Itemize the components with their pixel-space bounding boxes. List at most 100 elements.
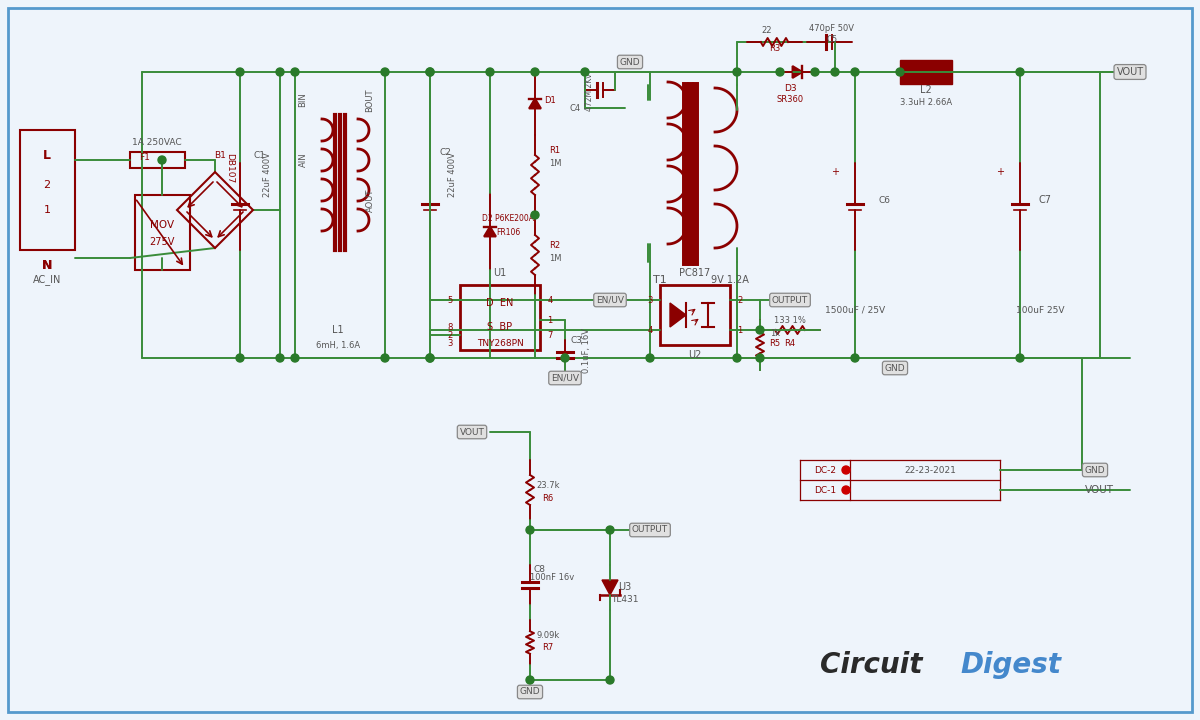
Circle shape [830, 68, 839, 76]
Text: 6mH, 1.6A: 6mH, 1.6A [316, 341, 360, 349]
Text: 470pF 50V: 470pF 50V [810, 24, 854, 32]
Circle shape [606, 526, 614, 534]
Text: U1: U1 [493, 268, 506, 278]
Text: R3: R3 [769, 44, 781, 53]
Circle shape [842, 486, 850, 494]
Text: SR360: SR360 [776, 94, 804, 104]
Text: 275V: 275V [149, 237, 175, 247]
Bar [460, 285, 540, 350]
Text: N: N [42, 258, 52, 271]
Text: EN/UV: EN/UV [596, 295, 624, 305]
Circle shape [526, 526, 534, 534]
Text: 1A 250VAC: 1A 250VAC [132, 138, 182, 146]
Text: FR106: FR106 [496, 228, 520, 236]
Circle shape [733, 68, 740, 76]
Circle shape [426, 68, 434, 76]
Circle shape [426, 68, 434, 76]
Text: C7: C7 [1038, 195, 1051, 205]
Circle shape [811, 68, 818, 76]
Circle shape [646, 354, 654, 362]
Text: 8: 8 [448, 323, 452, 331]
Polygon shape [484, 227, 496, 236]
Bar [900, 60, 952, 84]
Text: 9.09k: 9.09k [536, 631, 559, 639]
Circle shape [486, 68, 494, 76]
Circle shape [733, 354, 740, 362]
Text: OUTPUT: OUTPUT [772, 295, 808, 305]
Text: TNY268PN: TNY268PN [476, 338, 523, 348]
Text: 22: 22 [762, 25, 773, 35]
Text: R2: R2 [550, 240, 560, 250]
Text: 133 1%: 133 1% [774, 315, 806, 325]
Polygon shape [792, 66, 803, 78]
Text: 3.3uH 2.66A: 3.3uH 2.66A [900, 97, 952, 107]
Text: EN/UV: EN/UV [551, 374, 578, 382]
Circle shape [276, 354, 284, 362]
Text: 9V 1.2A: 9V 1.2A [712, 275, 749, 285]
Text: C1: C1 [253, 150, 265, 160]
Circle shape [896, 68, 904, 76]
Text: 4: 4 [547, 295, 553, 305]
Text: VOUT: VOUT [1116, 67, 1144, 77]
Circle shape [851, 68, 859, 76]
Text: 22-23-2021: 22-23-2021 [904, 466, 956, 474]
Text: DC-1: DC-1 [814, 485, 836, 495]
Text: Digest: Digest [960, 651, 1061, 679]
Text: PC817: PC817 [679, 268, 710, 278]
Text: 7: 7 [547, 330, 553, 340]
Circle shape [851, 354, 859, 362]
Text: 22uF 400V: 22uF 400V [449, 153, 457, 197]
Text: C2: C2 [439, 148, 451, 156]
Text: D1: D1 [544, 96, 556, 104]
Text: 472M 2Kv: 472M 2Kv [586, 73, 594, 111]
Text: C8: C8 [534, 565, 546, 575]
Text: 1: 1 [43, 205, 50, 215]
Text: 0.1uF, 16V: 0.1uF, 16V [582, 328, 592, 372]
Circle shape [1016, 68, 1024, 76]
Text: T1: T1 [653, 275, 667, 285]
Text: R7: R7 [542, 644, 553, 652]
Text: D  EN: D EN [486, 298, 514, 308]
Text: 1500uF / 25V: 1500uF / 25V [824, 305, 886, 315]
Text: AOUT: AOUT [366, 189, 374, 212]
Text: AIN: AIN [299, 153, 307, 167]
Text: D2 P6KE200A: D2 P6KE200A [482, 214, 534, 222]
Circle shape [776, 68, 784, 76]
Text: GND: GND [619, 58, 641, 66]
Text: L2: L2 [920, 85, 932, 95]
Text: 22uF 400V: 22uF 400V [264, 153, 272, 197]
Bar [136, 195, 190, 270]
Circle shape [842, 466, 850, 474]
Polygon shape [602, 580, 618, 595]
Text: R4: R4 [785, 338, 796, 348]
Circle shape [382, 68, 389, 76]
Text: L: L [43, 148, 52, 161]
Text: R6: R6 [542, 493, 553, 503]
Circle shape [526, 676, 534, 684]
Text: BIN: BIN [299, 93, 307, 107]
Text: +: + [830, 167, 839, 177]
Circle shape [756, 326, 764, 334]
Circle shape [382, 354, 389, 362]
Text: GND: GND [1085, 466, 1105, 474]
Bar [130, 152, 185, 168]
Text: R1: R1 [550, 145, 560, 155]
Circle shape [292, 68, 299, 76]
Text: TL431: TL431 [611, 595, 638, 603]
Text: C4: C4 [570, 104, 581, 112]
Circle shape [581, 68, 589, 76]
Text: U3: U3 [618, 582, 631, 592]
Text: 100uF 25V: 100uF 25V [1015, 305, 1064, 315]
Circle shape [606, 676, 614, 684]
Text: 1M: 1M [548, 253, 562, 263]
Text: DC-2: DC-2 [814, 466, 836, 474]
Text: 3: 3 [448, 338, 452, 348]
Text: +: + [996, 167, 1004, 177]
Text: N: N [42, 258, 52, 271]
Text: L1: L1 [332, 325, 344, 335]
Text: 1k: 1k [770, 328, 780, 338]
Circle shape [292, 354, 299, 362]
Text: F1: F1 [139, 153, 150, 161]
Text: 2: 2 [737, 295, 743, 305]
Text: 100nF 16v: 100nF 16v [530, 574, 574, 582]
